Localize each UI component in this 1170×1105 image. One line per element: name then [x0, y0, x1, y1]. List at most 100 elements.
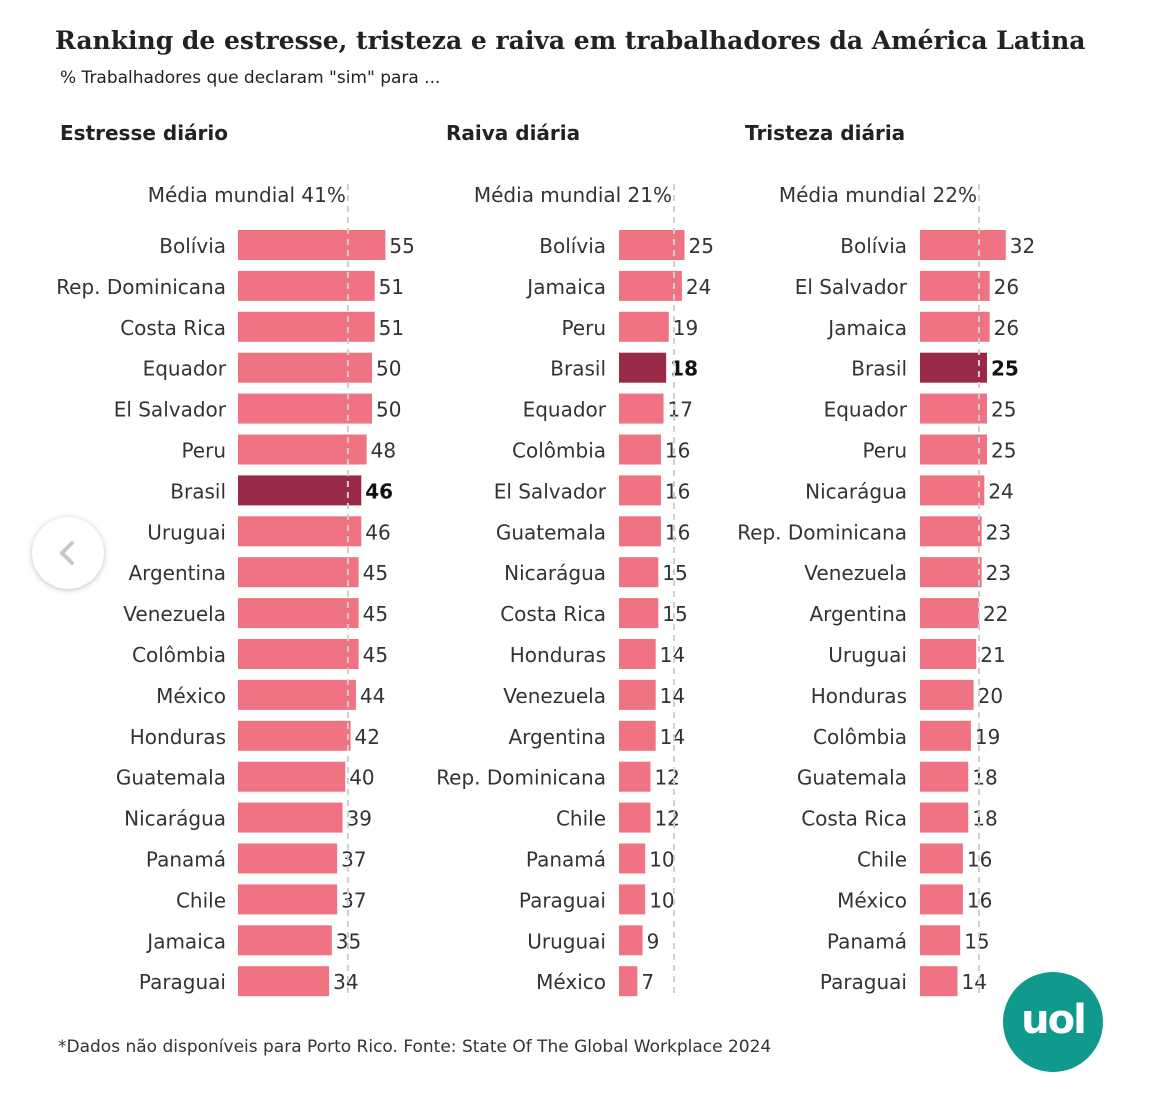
value-label: 39 — [347, 807, 372, 831]
category-label: Peru — [181, 439, 226, 463]
category-label: Honduras — [510, 643, 606, 667]
value-label: 46 — [365, 479, 393, 503]
bar — [920, 679, 974, 710]
category-label: Brasil — [851, 357, 907, 381]
bar — [238, 761, 346, 792]
value-label: 50 — [376, 398, 401, 422]
category-label: Bolívia — [159, 234, 226, 258]
bar — [238, 270, 375, 301]
bar — [920, 761, 969, 792]
value-label: 25 — [991, 439, 1016, 463]
category-label: Argentina — [809, 602, 907, 626]
bar — [238, 557, 359, 588]
value-label: 23 — [986, 520, 1011, 544]
category-label: Honduras — [811, 684, 907, 708]
chart-subtitle: % Trabalhadores que declaram "sim" para … — [60, 68, 441, 88]
value-label: 37 — [341, 848, 366, 872]
value-label: 15 — [964, 929, 989, 953]
bar — [238, 393, 372, 424]
category-label: El Salvador — [795, 275, 908, 299]
value-label: 55 — [389, 234, 414, 258]
category-label: México — [536, 970, 606, 994]
value-label: 12 — [654, 766, 679, 790]
bar — [619, 475, 661, 506]
average-label-sadness: Média mundial 22% — [779, 183, 977, 207]
chart-title: Ranking de estresse, tristeza e raiva em… — [55, 26, 1086, 55]
bar — [619, 925, 643, 956]
value-label: 26 — [994, 275, 1019, 299]
bar — [619, 598, 659, 629]
panel-anger: Raiva diária Média mundial 21% Bolívia 25 Ja… — [436, 121, 714, 999]
category-label: Colômbia — [132, 643, 226, 667]
category-label: Colômbia — [813, 725, 907, 749]
category-label: Panamá — [146, 848, 226, 872]
category-label: Brasil — [170, 479, 226, 503]
value-label: 14 — [660, 643, 685, 667]
category-label: Costa Rica — [500, 602, 606, 626]
value-label: 37 — [341, 888, 366, 912]
bar-charts: Estresse diário Média mundial 41% Bolívia 5… — [56, 121, 1035, 999]
category-label: Argentina — [128, 561, 226, 585]
bar — [238, 475, 362, 506]
value-label: 14 — [660, 725, 685, 749]
value-label: 45 — [363, 561, 388, 585]
category-label: Uruguai — [828, 643, 907, 667]
value-label: 44 — [360, 684, 385, 708]
bar — [619, 802, 651, 833]
category-label: Costa Rica — [801, 807, 907, 831]
bar — [920, 843, 963, 874]
category-label: Guatemala — [797, 766, 907, 790]
panel-title-stress: Estresse diário — [60, 121, 228, 145]
average-label-anger: Média mundial 21% — [474, 183, 672, 207]
footnote: *Dados não disponíveis para Porto Rico. … — [58, 1037, 772, 1057]
bar — [619, 270, 682, 301]
category-label: Nicarágua — [504, 561, 606, 585]
value-label: 10 — [649, 888, 674, 912]
bar — [920, 230, 1006, 260]
category-label: Paraguai — [139, 970, 226, 994]
value-label: 18 — [972, 807, 997, 831]
bar — [238, 639, 359, 669]
category-label: México — [156, 684, 226, 708]
value-label: 16 — [665, 439, 690, 463]
panel-title-anger: Raiva diária — [446, 121, 580, 145]
value-label: 40 — [349, 766, 374, 790]
value-label: 17 — [668, 398, 693, 422]
category-label: Guatemala — [116, 766, 226, 790]
category-label: Argentina — [508, 725, 606, 749]
value-label: 22 — [983, 602, 1008, 626]
bar — [619, 720, 656, 751]
category-label: Equador — [523, 398, 607, 422]
value-label: 51 — [379, 316, 404, 340]
value-label: 20 — [978, 684, 1003, 708]
category-label: Brasil — [550, 357, 606, 381]
bar — [920, 966, 958, 997]
bar — [619, 311, 669, 342]
category-label: Panamá — [526, 848, 606, 872]
category-label: Panamá — [827, 929, 907, 953]
value-label: 25 — [689, 234, 714, 258]
bar — [920, 352, 987, 383]
value-label: 9 — [647, 929, 660, 953]
previous-slide-button[interactable] — [32, 517, 104, 589]
category-label: Costa Rica — [120, 316, 226, 340]
logo-text: uol — [1021, 997, 1087, 1043]
bar — [920, 434, 987, 465]
value-label: 25 — [991, 357, 1019, 381]
category-label: Nicarágua — [124, 807, 226, 831]
value-label: 26 — [994, 316, 1019, 340]
value-label: 16 — [665, 479, 690, 503]
value-label: 21 — [980, 643, 1005, 667]
category-label: Honduras — [130, 725, 226, 749]
bar — [619, 679, 656, 710]
value-label: 46 — [365, 520, 390, 544]
category-label: Chile — [176, 888, 226, 912]
value-label: 50 — [376, 357, 401, 381]
value-label: 32 — [1010, 234, 1035, 258]
bar — [238, 516, 362, 547]
category-label: Uruguai — [147, 520, 226, 544]
bar — [238, 966, 330, 997]
category-label: Bolívia — [539, 234, 606, 258]
category-label: Jamaica — [826, 316, 907, 340]
category-label: Venezuela — [804, 561, 907, 585]
